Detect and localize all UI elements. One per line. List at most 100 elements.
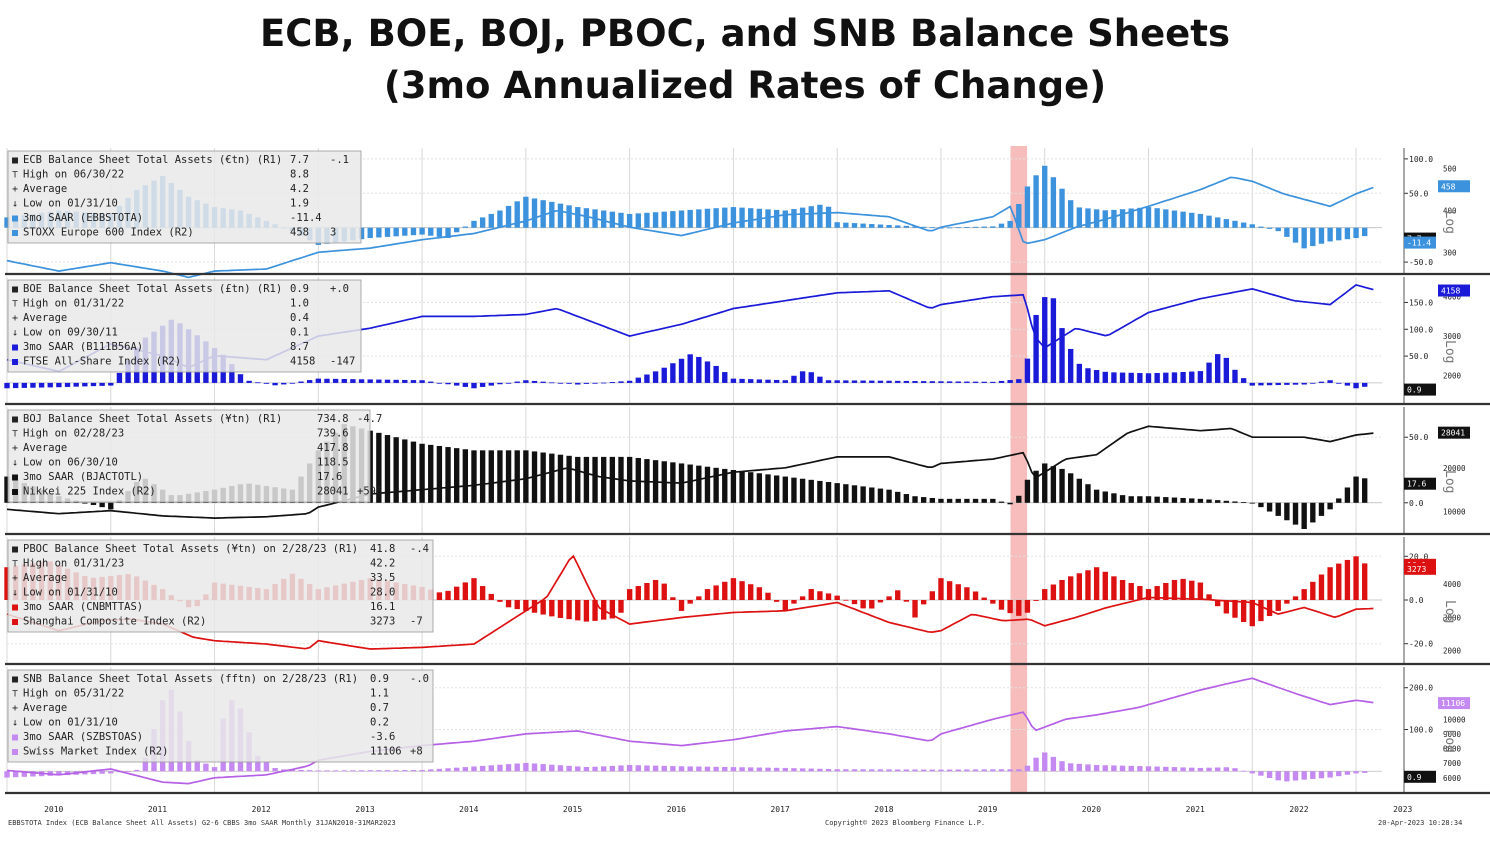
bar-pboc — [929, 591, 935, 600]
bar-boe — [1206, 362, 1212, 383]
bar-boe — [825, 380, 832, 383]
bar-snb — [21, 771, 27, 777]
bar-pboc — [1344, 559, 1351, 600]
bar-boe — [1310, 382, 1316, 384]
bar-boe — [860, 380, 866, 383]
bar-snb — [652, 765, 659, 772]
bar-boj — [549, 453, 555, 503]
bar-pboc — [583, 600, 590, 622]
bar-pboc — [618, 600, 624, 613]
legend-label: Low on 01/31/10 — [23, 717, 118, 729]
legend-marker: ■ — [12, 414, 18, 425]
bar-pboc — [462, 582, 469, 600]
bar-ecb — [903, 225, 910, 228]
bar-boe — [773, 379, 780, 383]
bar-boe — [1275, 382, 1281, 386]
bar-boe — [981, 381, 987, 383]
bar-snb — [30, 771, 36, 777]
bar-boe — [756, 379, 763, 383]
bar-ecb — [1042, 165, 1048, 228]
bar-snb — [1310, 771, 1316, 779]
legend-label: Low on 01/31/10 — [23, 587, 118, 599]
bar-boe — [1059, 328, 1065, 383]
bar-ecb — [1249, 224, 1255, 228]
bar-ecb — [505, 205, 512, 228]
bar-boe — [851, 380, 858, 383]
bar-boj — [1016, 495, 1022, 503]
bar-ecb — [652, 212, 659, 228]
bar-ecb — [575, 207, 581, 228]
bar-ecb — [990, 226, 996, 228]
bar-boj — [817, 480, 823, 503]
log-scale-label: Log — [1442, 730, 1457, 753]
bar-snb — [393, 770, 399, 772]
bar-ecb — [1353, 227, 1359, 239]
legend-box — [7, 669, 434, 763]
bar-ecb — [929, 227, 935, 229]
bar-boe — [730, 378, 737, 383]
bar-pboc — [1042, 589, 1048, 600]
bar-snb — [739, 767, 745, 772]
bar-pboc — [1016, 600, 1022, 616]
legend-marker: ⊤ — [12, 559, 18, 570]
bar-snb — [903, 769, 910, 772]
bar-boj — [1215, 500, 1221, 503]
bar-boj — [730, 470, 737, 503]
bar-snb — [324, 770, 330, 772]
bar-snb — [877, 769, 884, 772]
x-tick-label: 2010 — [44, 805, 63, 814]
legend-label: 3mo SAAR (EBBSTOTA) — [23, 212, 143, 224]
bar-pboc — [773, 600, 780, 602]
legend-label: 3mo SAAR (SZBSTOAS) — [23, 731, 143, 743]
bar-snb — [298, 769, 304, 772]
bar-ecb — [601, 210, 607, 228]
bar-boe — [601, 382, 607, 384]
bar-boj — [1240, 502, 1247, 503]
bar-pboc — [713, 585, 719, 600]
bar-ecb — [1318, 227, 1325, 244]
bar-boj — [1119, 495, 1126, 503]
value-tag — [1404, 383, 1436, 396]
bar-boe — [445, 382, 451, 385]
bar-boj — [1111, 493, 1117, 503]
bar-boj — [592, 456, 598, 503]
bar-boj — [860, 486, 866, 503]
bar-ecb — [1301, 227, 1307, 249]
bar-pboc — [860, 600, 866, 609]
bar-boj — [1258, 502, 1264, 508]
bar-boj — [912, 496, 918, 503]
bar-snb — [704, 766, 711, 772]
bar-boj — [1310, 502, 1316, 523]
bar-pboc — [748, 584, 754, 600]
bar-pboc — [1137, 586, 1143, 600]
legend-change: -.0 — [410, 673, 429, 685]
bar-pboc — [479, 586, 486, 600]
bar-boj — [1327, 502, 1333, 510]
bar-snb — [402, 770, 408, 772]
bar-ecb — [661, 211, 667, 228]
legend-marker: ■ — [12, 213, 18, 224]
bar-snb — [289, 769, 296, 772]
bar-pboc — [990, 600, 996, 604]
bar-boe — [73, 382, 79, 387]
bar-boe — [1111, 372, 1117, 383]
bar-boe — [791, 375, 797, 383]
bar-boe — [929, 381, 935, 383]
bar-pboc — [1007, 600, 1013, 614]
bar-boe — [237, 374, 244, 383]
bar-pboc — [1076, 573, 1083, 600]
x-tick-label: 2017 — [770, 805, 789, 814]
bar-boe — [108, 382, 114, 386]
bar-boj — [393, 437, 399, 503]
bar-boj — [376, 432, 382, 503]
bar-boe — [1344, 382, 1351, 386]
bar-boj — [946, 498, 953, 503]
bar-ecb — [1024, 186, 1031, 228]
bar-pboc — [955, 584, 961, 600]
bar-pboc — [1336, 563, 1342, 600]
value-tag — [1404, 770, 1436, 783]
value-tag — [1404, 562, 1436, 575]
legend-change: +8 — [410, 746, 423, 758]
bar-boe — [920, 381, 927, 383]
bar-boj — [998, 501, 1005, 503]
